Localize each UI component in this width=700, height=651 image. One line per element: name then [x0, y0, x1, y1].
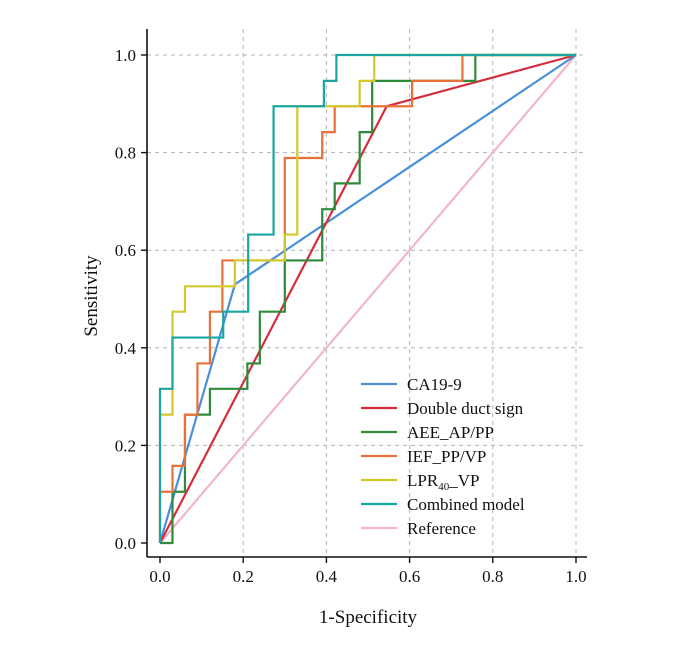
grid: [147, 29, 587, 557]
legend-label-combined-model: Combined model: [407, 495, 525, 514]
legend: CA19-9 Double duct sign AEE_AP/PP IEF_PP/VP…: [361, 375, 525, 538]
series-line-combined-model: [158, 53, 576, 543]
y-tick-label: 0.0: [115, 534, 136, 553]
x-axis-title: 1-Specificity: [319, 607, 418, 628]
ticks: 0.0 0.2 0.4 0.6 0.8 1.0 0.0 0.2 0.4 0.6 0.8 1.0: [115, 46, 587, 586]
y-axis-title: Sensitivity: [81, 255, 102, 337]
x-tick-label: 0.2: [233, 567, 254, 586]
x-tick-label: 0.0: [149, 567, 170, 586]
series-lines: [158, 53, 577, 545]
legend-label-aee-ap-pp: AEE_AP/PP: [407, 423, 494, 442]
x-tick-label: 0.4: [316, 567, 338, 586]
y-tick-label: 1.0: [115, 46, 136, 65]
y-tick-label: 0.2: [115, 436, 136, 455]
x-tick-label: 1.0: [565, 567, 586, 586]
y-tick-label: 0.4: [115, 339, 137, 358]
legend-label-reference: Reference: [407, 519, 476, 538]
y-tick-label: 0.8: [115, 144, 136, 163]
x-tick-label: 0.8: [482, 567, 503, 586]
y-tick-label: 0.6: [115, 241, 136, 260]
series-line-reference: [159, 54, 577, 544]
legend-label-ief-pp-vp: IEF_PP/VP: [407, 447, 486, 466]
legend-label-lpr40-vp: LPR40_VP: [407, 471, 479, 493]
axes: [146, 29, 587, 558]
legend-label-ca19-9: CA19-9: [407, 375, 462, 394]
x-tick-label: 0.6: [399, 567, 420, 586]
legend-label-double-duct-sign: Double duct sign: [407, 399, 524, 418]
